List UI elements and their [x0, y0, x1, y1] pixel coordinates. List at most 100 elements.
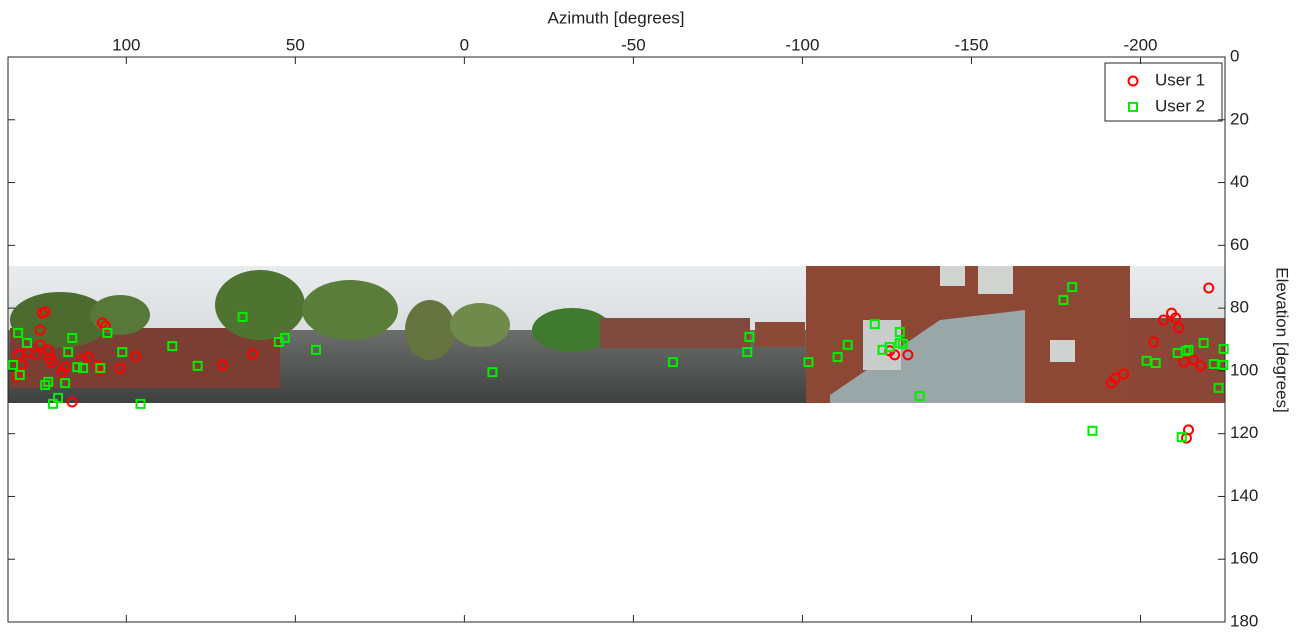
point — [1173, 322, 1185, 334]
point — [889, 349, 901, 361]
point — [43, 376, 54, 387]
point — [1141, 355, 1152, 366]
point — [803, 357, 814, 368]
point — [67, 332, 78, 343]
point — [310, 344, 321, 355]
point — [832, 352, 843, 363]
point — [47, 398, 58, 409]
point — [1067, 282, 1078, 293]
point — [1188, 354, 1200, 366]
point — [34, 324, 46, 336]
x-tick-label: -100 — [785, 35, 819, 54]
point — [869, 319, 880, 330]
point — [53, 392, 64, 403]
point — [1150, 358, 1161, 369]
y-tick-label: 160 — [1230, 549, 1258, 568]
y-tick-label: 20 — [1230, 109, 1249, 128]
point — [1157, 314, 1169, 326]
x-tick-label: 50 — [286, 35, 305, 54]
point — [39, 306, 51, 318]
point — [1218, 359, 1229, 370]
point — [279, 332, 290, 343]
point — [1180, 346, 1191, 357]
y-tick-label: 100 — [1230, 360, 1258, 379]
point — [95, 363, 106, 374]
point — [63, 347, 74, 358]
point — [894, 326, 905, 337]
point — [13, 327, 24, 338]
point — [1218, 343, 1229, 354]
point — [914, 391, 925, 401]
y-tick-label: 40 — [1230, 172, 1249, 191]
plot-frame — [7, 56, 1226, 623]
y-tick-label: 80 — [1230, 298, 1249, 317]
point — [46, 356, 58, 368]
point — [129, 350, 141, 362]
point — [21, 337, 32, 348]
point — [135, 398, 146, 409]
point — [1058, 294, 1069, 305]
legend-label: User 2 — [1155, 96, 1205, 115]
point — [1170, 312, 1182, 324]
x-axis-label: Azimuth [degrees] — [547, 8, 684, 27]
point — [742, 347, 753, 358]
point — [884, 342, 895, 353]
point — [82, 351, 94, 363]
y-tick-label: 180 — [1230, 611, 1258, 628]
point — [167, 341, 178, 352]
point — [1198, 337, 1209, 348]
point — [30, 349, 42, 361]
point — [34, 339, 46, 351]
y-tick-label: 60 — [1230, 235, 1249, 254]
point — [72, 362, 83, 373]
point — [1087, 425, 1098, 436]
point — [1183, 344, 1194, 355]
x-tick-label: 100 — [112, 35, 140, 54]
point — [1208, 358, 1219, 369]
point — [117, 347, 128, 358]
x-tick-label: 0 — [460, 35, 469, 54]
x-tick-label: -150 — [954, 35, 988, 54]
point — [60, 378, 71, 389]
point — [99, 320, 111, 332]
point — [1178, 356, 1190, 368]
point — [1195, 360, 1207, 372]
point — [744, 331, 755, 342]
point — [66, 396, 78, 408]
y-tick-label: 120 — [1230, 423, 1258, 442]
legend-box — [1104, 62, 1223, 122]
point — [1203, 282, 1215, 294]
point — [11, 371, 23, 383]
point — [1148, 336, 1160, 348]
y-axis-label: Elevation [degrees] — [1273, 267, 1292, 413]
point — [102, 327, 113, 338]
x-tick-label: -200 — [1123, 35, 1157, 54]
point — [96, 317, 108, 329]
point — [1176, 432, 1187, 443]
point — [1213, 382, 1224, 393]
legend-marker — [1128, 102, 1138, 112]
point — [902, 349, 914, 361]
panorama-image — [8, 266, 1225, 403]
y-tick-label: 140 — [1230, 486, 1258, 505]
x-tick-label: -50 — [621, 35, 646, 54]
point — [192, 360, 203, 371]
point — [78, 363, 89, 374]
legend-label: User 1 — [1155, 70, 1205, 89]
point — [59, 361, 71, 373]
point — [217, 359, 229, 371]
point — [14, 369, 25, 380]
point — [1118, 368, 1130, 380]
point — [8, 359, 19, 370]
point — [897, 338, 908, 349]
y-tick-label: 0 — [1230, 46, 1239, 65]
point — [842, 339, 853, 350]
point — [487, 367, 498, 378]
point — [667, 357, 678, 368]
legend-marker — [1127, 75, 1139, 87]
point — [237, 311, 248, 322]
point — [247, 348, 259, 360]
point — [114, 362, 126, 374]
